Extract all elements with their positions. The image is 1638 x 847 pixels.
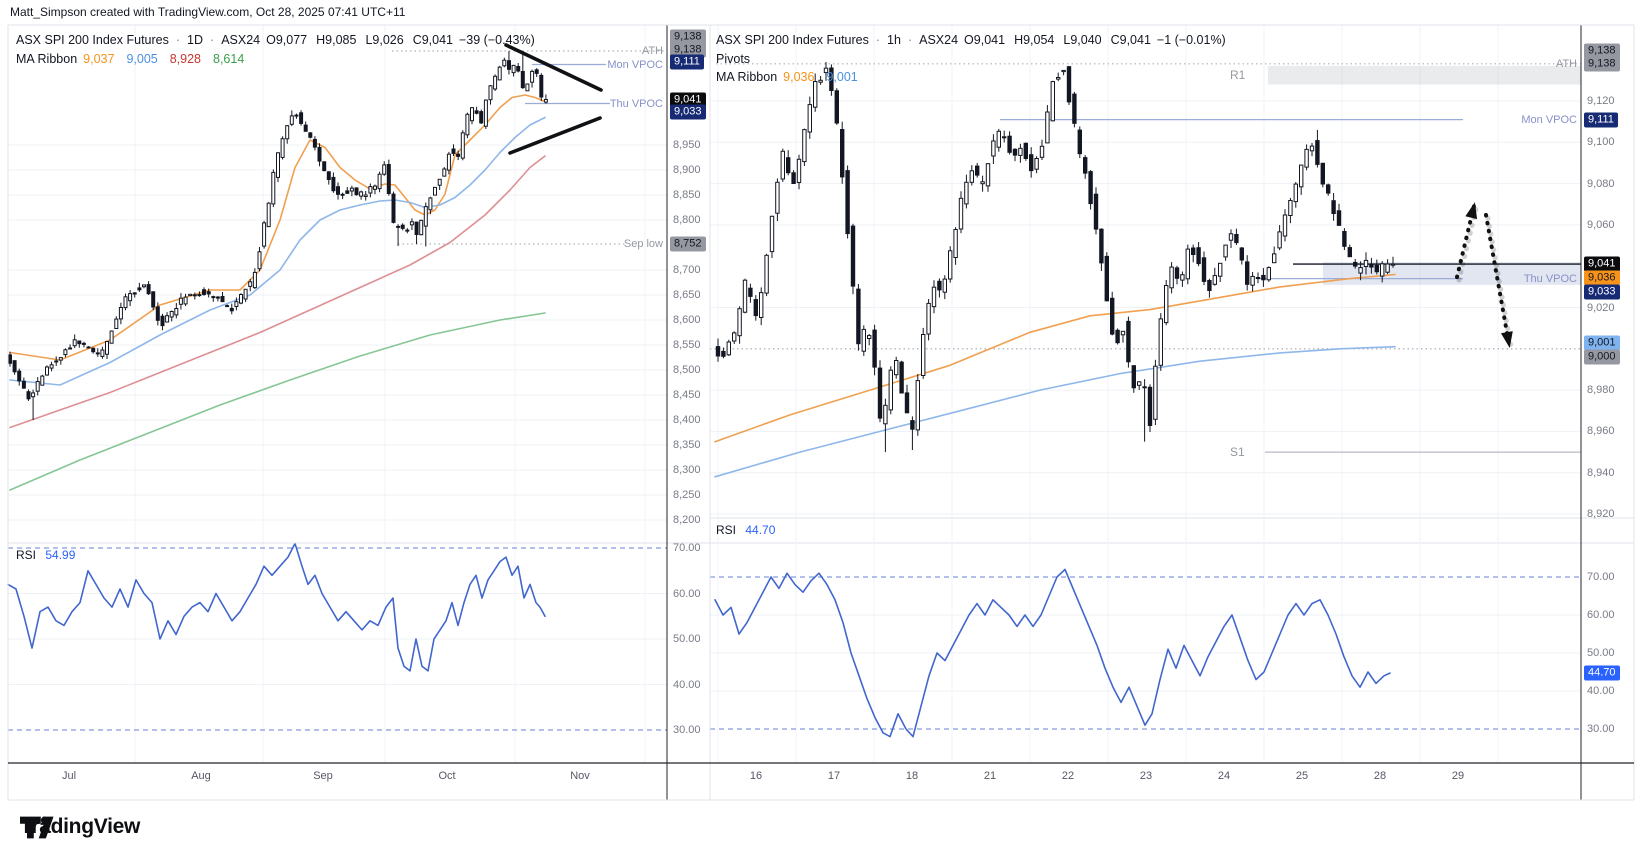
ma-value: 9,037: [83, 51, 115, 66]
level-band: [1268, 65, 1581, 85]
ma-value: 9,036: [783, 70, 815, 84]
ma-fast-line: [714, 273, 1396, 443]
ma-fast-line: [9, 94, 546, 361]
timeframe-label[interactable]: 1h: [887, 33, 901, 47]
rsi-label: RSI: [16, 548, 37, 562]
attribution-text: Matt_Simpson created with TradingView.co…: [10, 5, 406, 19]
rsi-value: 44.70: [745, 523, 776, 537]
ma-mid-line: [9, 116, 546, 386]
tradingview-logo-icon: [20, 816, 54, 839]
trendline: [504, 43, 603, 92]
rsi-pane-hourly: [710, 568, 1581, 738]
ohlc-o: O9,077: [266, 33, 308, 47]
daily-chart-header: ASX SPI 200 Index Futures · 1D · ASX24 O…: [16, 31, 535, 68]
ma-mid-line: [714, 345, 1396, 478]
ma-value: 8,614: [213, 51, 245, 66]
ma-value: 9,001: [826, 70, 858, 84]
ohlc-l: L9,040: [1063, 33, 1102, 47]
rsi-pane-daily: [7, 542, 667, 731]
tradingview-logo[interactable]: TradingView: [20, 815, 140, 839]
rsi-label: RSI: [716, 523, 737, 537]
ohlc-values: O9,077 H9,085 L9,026 C9,041: [266, 31, 453, 50]
separator-dot: ·: [210, 33, 215, 47]
chart-pane-hourly: [710, 25, 1581, 763]
change-value: −1 (−0.01%): [1156, 33, 1226, 47]
symbol-title[interactable]: ASX SPI 200 Index Futures: [716, 33, 869, 47]
separator-dot: ·: [175, 33, 181, 47]
rsi-line: [7, 542, 546, 672]
ohlc-values: O9,041 H9,054 L9,040 C9,041: [964, 31, 1151, 50]
ohlc-h: H9,085: [316, 33, 357, 47]
exchange-label: ASX24: [221, 33, 261, 47]
ohlc-c: C9,041: [1110, 33, 1151, 47]
ma-ribbon-label[interactable]: MA Ribbon: [16, 51, 78, 66]
ma-200-line: [9, 312, 546, 491]
ma-ribbon-values: 9,037 9,005 8,928 8,614: [83, 50, 244, 69]
exchange-label: ASX24: [919, 33, 959, 47]
trendline: [508, 116, 602, 155]
ma-ribbon-values: 9,036 9,001: [783, 68, 858, 87]
pivots-indicator-label[interactable]: Pivots: [716, 51, 751, 66]
hourly-chart-header: ASX SPI 200 Index Futures · 1h · ASX24 O…: [716, 31, 1226, 87]
ma-value: 9,005: [126, 51, 158, 66]
separator-dot: ·: [907, 33, 913, 47]
ma-slow-line: [9, 155, 546, 429]
candlesticks-layer: [8, 51, 548, 420]
rsi-legend-hourly[interactable]: RSI 44.70: [716, 523, 775, 537]
ma-value: 8,928: [169, 51, 201, 66]
chart-pane-daily: [8, 25, 667, 763]
rsi-legend-daily[interactable]: RSI 54.99: [16, 548, 75, 562]
ohlc-h: H9,054: [1014, 33, 1055, 47]
ohlc-o: O9,041: [964, 33, 1006, 47]
symbol-title[interactable]: ASX SPI 200 Index Futures: [16, 33, 169, 47]
candlesticks-layer: [715, 62, 1396, 453]
rsi-line: [714, 568, 1391, 738]
change-value: −39 (−0.43%): [459, 33, 535, 47]
ohlc-c: C9,041: [412, 33, 453, 47]
projection-arrow: [1484, 213, 1511, 346]
ma-ribbon-label[interactable]: MA Ribbon: [716, 70, 778, 84]
timeframe-label[interactable]: 1D: [187, 33, 204, 47]
ohlc-l: L9,026: [365, 33, 404, 47]
rsi-value: 54.99: [45, 548, 76, 562]
separator-dot: ·: [875, 33, 881, 47]
